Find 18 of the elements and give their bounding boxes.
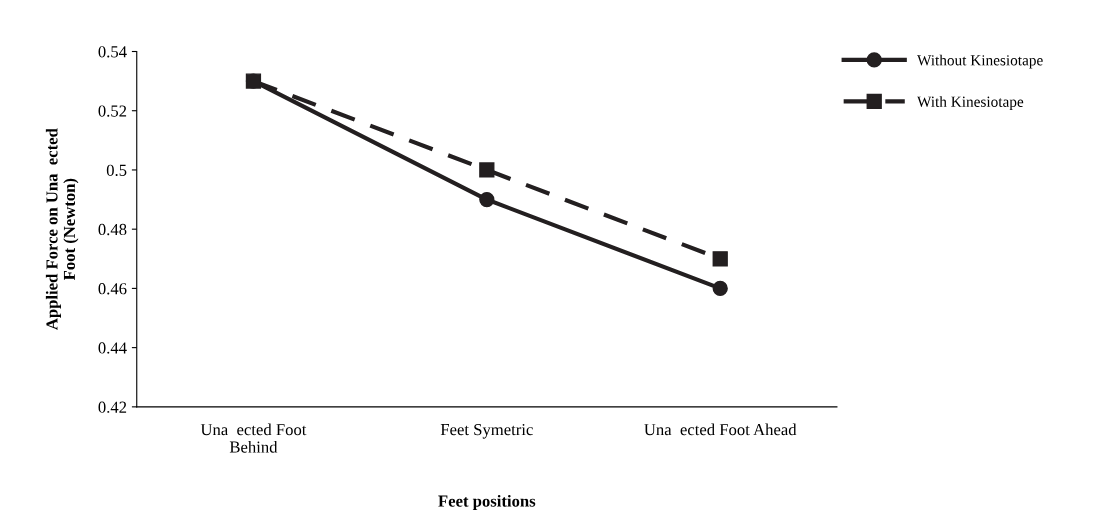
y-tick-label: 0.42 xyxy=(98,401,127,413)
x-tick-label: Feet Symetric xyxy=(440,424,533,439)
legend-label: Without Kinesiotape xyxy=(917,54,1043,69)
legend-label: With Kinesiotape xyxy=(917,96,1024,110)
point xyxy=(712,280,728,297)
point xyxy=(479,162,495,178)
y-tick-label: 0.44 xyxy=(98,342,127,354)
y-tick-label: 0.54 xyxy=(98,46,127,58)
x-axis-title: Feet positions xyxy=(438,494,536,511)
y-axis-title: Applied Force on Una ected Foot (Newton) xyxy=(45,128,79,331)
y-tick-label: 0.5 xyxy=(106,164,127,176)
y-tick-label: 0.46 xyxy=(98,283,127,295)
point xyxy=(479,191,495,208)
x-tick-label: Una ected Foot Behind xyxy=(200,423,307,453)
y-tick-label: 0.48 xyxy=(98,223,127,236)
y-tick-label: 0.52 xyxy=(98,105,127,117)
point xyxy=(712,251,728,267)
x-tick-label: Una ected Foot Ahead xyxy=(644,423,797,436)
